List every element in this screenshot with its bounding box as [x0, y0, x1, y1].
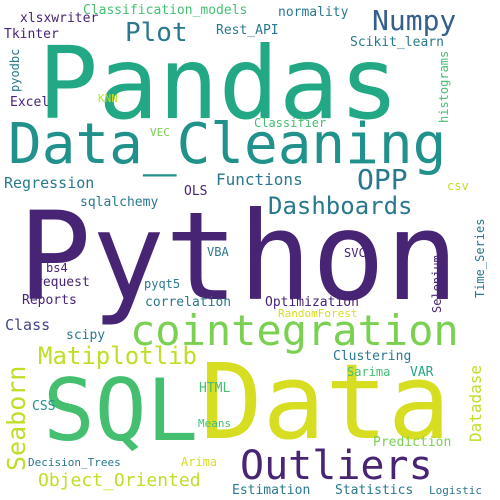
word-matiplotlib: Matiplotlib — [38, 342, 197, 370]
word-css: CSS — [32, 399, 56, 414]
word-cointegration: cointegration — [130, 306, 459, 355]
word-classifier: Classifier — [254, 116, 327, 130]
word-rest-api: Rest_API — [216, 23, 279, 38]
word-regression: Regression — [4, 174, 95, 192]
word-plot: Plot — [125, 18, 188, 48]
word-means: Means — [198, 417, 232, 430]
word-opp: OPP — [357, 163, 408, 196]
word-functions: Functions — [216, 170, 303, 189]
word-sarima: Sarima — [347, 365, 391, 379]
word-data: Data — [200, 341, 451, 463]
word-csv: csv — [447, 179, 469, 193]
word-normality: normality — [278, 5, 349, 20]
word-var: VAR — [410, 365, 434, 380]
word-python: Python — [18, 186, 459, 328]
word-selenium: Selenium — [430, 255, 444, 313]
word-object-oriented: Object_Oriented — [38, 470, 201, 491]
word-datadase: Datadase — [466, 364, 485, 442]
word-reports: Reports — [22, 293, 77, 308]
word-classification-models: Classification_models — [83, 3, 248, 18]
word-pyqt5: pyqt5 — [144, 277, 181, 291]
word-estimation: Estimation — [232, 483, 311, 498]
word-clustering: Clustering — [333, 349, 412, 364]
word-optimization: Optimization — [265, 295, 359, 310]
word-scipy: scipy — [66, 328, 106, 343]
word-ols: OLS — [184, 184, 208, 199]
word-request: request — [35, 275, 90, 290]
word-histograms: histograms — [437, 50, 451, 123]
word-seaborn: Seaborn — [2, 365, 31, 471]
word-decision-trees: Decision_Trees — [28, 456, 121, 469]
word-class: Class — [5, 316, 51, 334]
word-vba: VBA — [207, 245, 229, 259]
word-html: HTML — [199, 381, 231, 396]
word-sqlalchemy: sqlalchemy — [80, 195, 159, 210]
word-numpy: Numpy — [372, 4, 457, 37]
word-arima: Arima — [181, 455, 218, 469]
word-vec: VEC — [150, 126, 170, 139]
word-dashboards: Dashboards — [268, 192, 413, 220]
word-logistic: Logistic — [429, 484, 482, 497]
word-pandas: Pandas — [38, 25, 400, 142]
word-statistics: Statistics — [335, 483, 414, 498]
word-data-cleaning: Data_Cleaning — [8, 112, 447, 177]
word-xlsxwriter: xlsxwriter — [20, 11, 99, 26]
word-svc: SVC — [344, 246, 366, 260]
word-randomforest: RandomForest — [278, 307, 358, 320]
word-tkinter: Tkinter — [4, 27, 59, 42]
word-scikit-learn: Scikit_learn — [350, 35, 444, 50]
word-time-series: Time_Series — [473, 218, 487, 298]
word-prediction: Prediction — [373, 435, 452, 450]
word-excel: Excel — [10, 95, 50, 110]
word-knn: KNN — [98, 92, 118, 105]
word-outliers: Outliers — [240, 443, 433, 489]
word-pyodbc: pyodbc — [8, 48, 22, 92]
word-correlation: correlation — [145, 295, 232, 310]
word-sql: SQL — [43, 361, 199, 461]
word-bs4: bs4 — [46, 261, 68, 275]
